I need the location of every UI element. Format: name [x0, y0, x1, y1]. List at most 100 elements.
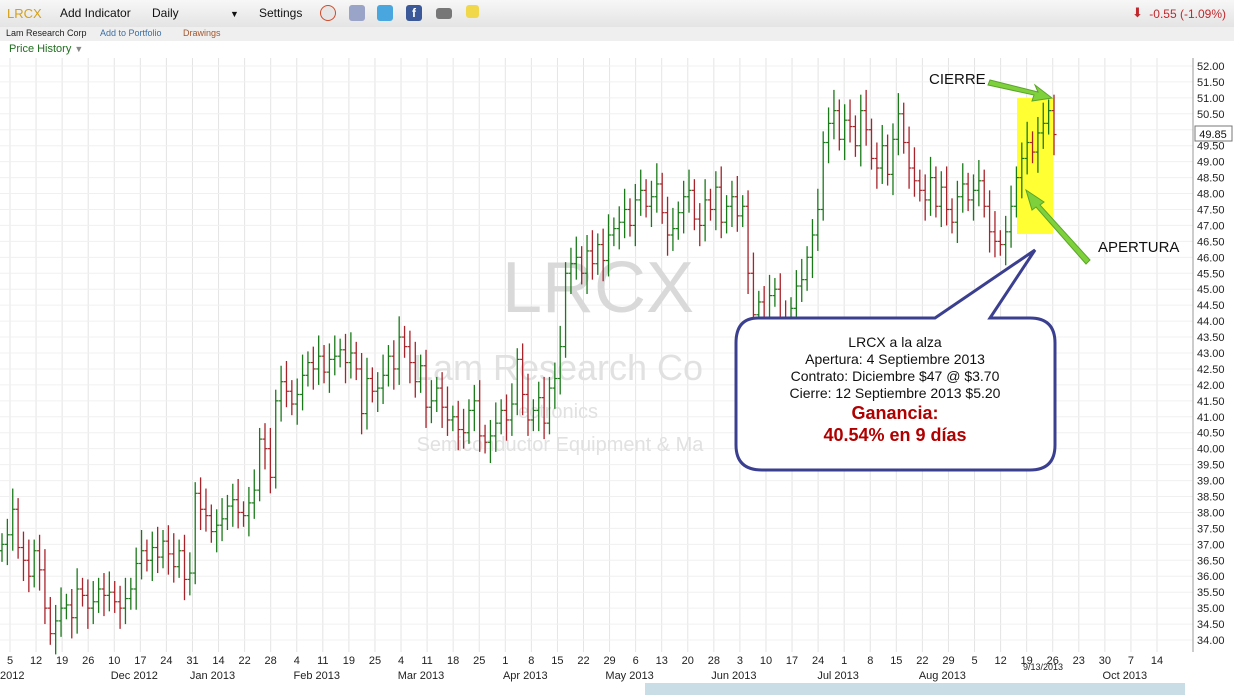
ohlc-bar: [412, 341, 418, 398]
x-tick-label: 4: [398, 655, 404, 667]
bubble-line-1: LRCX a la alza: [848, 334, 942, 350]
ohlc-bar: [343, 333, 349, 384]
x-tick-label: 14: [1151, 655, 1163, 667]
ohlc-bar: [391, 340, 397, 390]
drawings-link[interactable]: Drawings: [183, 28, 221, 38]
y-tick-label: 52.00: [1197, 61, 1225, 73]
x-tick-label: 12: [994, 655, 1006, 667]
ohlc-bar: [144, 539, 150, 572]
y-tick-label: 47.50: [1197, 204, 1225, 216]
x-tick-label: 23: [1073, 655, 1085, 667]
ohlc-bar: [428, 380, 434, 424]
y-tick-label: 45.50: [1197, 268, 1225, 280]
ohlc-bar: [353, 341, 359, 381]
ohlc-bar: [273, 389, 279, 489]
ohlc-bar: [26, 539, 32, 593]
y-tick-label: 39.00: [1197, 476, 1225, 488]
x-tick-label: 11: [317, 655, 328, 667]
book-icon[interactable]: [349, 5, 365, 21]
x-month-label: Oct 2013: [1103, 670, 1148, 682]
x-month-label: May 2013: [605, 670, 653, 682]
ohlc-bar: [74, 568, 80, 634]
x-tick-label: 8: [528, 655, 534, 667]
ohlc-bar: [970, 174, 976, 221]
twitter-icon[interactable]: [377, 5, 393, 21]
x-month-label: Jan 2013: [190, 670, 235, 682]
ohlc-bar: [852, 115, 858, 157]
ohlc-bar: [675, 201, 681, 240]
x-tick-label: 13: [656, 655, 668, 667]
ohlc-bar: [826, 107, 832, 164]
ohlc-bar: [149, 531, 155, 582]
x-month-label: Apr 2013: [503, 670, 548, 682]
period-select[interactable]: Daily: [152, 6, 179, 20]
ohlc-bar: [364, 357, 370, 430]
ohlc-bar: [198, 477, 204, 530]
note-icon[interactable]: [466, 5, 479, 18]
y-tick-label: 36.00: [1197, 571, 1225, 583]
ohlc-bar: [987, 190, 993, 253]
apertura-arrow: [1025, 188, 1091, 265]
ohlc-bar: [622, 188, 628, 239]
alarm-clock-icon[interactable]: [320, 5, 336, 21]
bubble-line-2: Apertura: 4 Septiembre 2013: [805, 351, 985, 367]
y-tick-label: 35.50: [1197, 587, 1225, 599]
ohlc-bar: [139, 530, 145, 580]
symbol-label[interactable]: LRCX: [7, 6, 42, 21]
ohlc-bar: [804, 246, 810, 291]
ohlc-bar: [471, 384, 477, 432]
callout-text: LRCX a la alza Apertura: 4 Septiembre 20…: [740, 334, 1050, 446]
y-tick-label: 51.50: [1197, 77, 1225, 89]
ohlc-bar: [133, 547, 139, 610]
ohlc-bar: [305, 351, 311, 387]
ohlc-bar: [697, 203, 703, 247]
x-tick-label: 29: [603, 655, 615, 667]
y-tick-label: 37.00: [1197, 539, 1225, 551]
ohlc-bar: [954, 180, 960, 243]
add-indicator-button[interactable]: Add Indicator: [60, 6, 131, 20]
ohlc-bar: [219, 498, 225, 542]
x-tick-label: 10: [108, 655, 120, 667]
y-tick-label: 48.00: [1197, 189, 1225, 201]
add-to-portfolio-link[interactable]: Add to Portfolio: [100, 28, 162, 38]
x-tick-label: 4: [294, 655, 300, 667]
x-month-label: Jun 2013: [711, 670, 756, 682]
facebook-icon[interactable]: f: [406, 5, 422, 21]
x-tick-label: 1: [502, 655, 508, 667]
ohlc-bar: [563, 262, 569, 358]
ohlc-bar: [63, 593, 69, 620]
ohlc-bar: [461, 408, 467, 449]
x-tick-label: 28: [265, 655, 277, 667]
x-tick-label: 7: [1128, 655, 1134, 667]
y-tick-label: 38.00: [1197, 507, 1225, 519]
settings-button[interactable]: Settings: [259, 6, 303, 20]
ohlc-bar: [965, 172, 971, 212]
x-tick-label: 19: [56, 655, 68, 667]
ohlc-bar: [809, 219, 815, 279]
watermark-name: Lam Research Co: [413, 347, 703, 388]
x-tick-label: 22: [238, 655, 250, 667]
ohlc-bar: [278, 365, 284, 422]
ohlc-bar: [450, 405, 456, 432]
ohlc-bar: [418, 354, 424, 393]
x-tick-label: 5: [971, 655, 977, 667]
ohlc-bar: [863, 89, 869, 146]
ohlc-bar: [69, 589, 75, 639]
x-tick-label: 12: [30, 655, 42, 667]
ohlc-bar: [616, 206, 622, 250]
ohlc-bar: [466, 399, 472, 444]
ohlc-bar: [836, 99, 842, 151]
ohlc-bar: [128, 577, 134, 610]
ohlc-bar: [235, 478, 241, 529]
watermark-sector: ectronics: [518, 401, 598, 423]
price-history-dropdown[interactable]: Price History ▼: [9, 43, 83, 55]
y-tick-label: 36.50: [1197, 555, 1225, 567]
chevron-down-icon[interactable]: ▼: [230, 9, 239, 19]
camera-icon[interactable]: [436, 8, 452, 19]
ohlc-bar: [895, 93, 901, 156]
ohlc-bar: [160, 530, 166, 569]
x-tick-label: 25: [369, 655, 381, 667]
navigator-strip[interactable]: [645, 683, 1185, 695]
ohlc-bar: [321, 345, 327, 384]
